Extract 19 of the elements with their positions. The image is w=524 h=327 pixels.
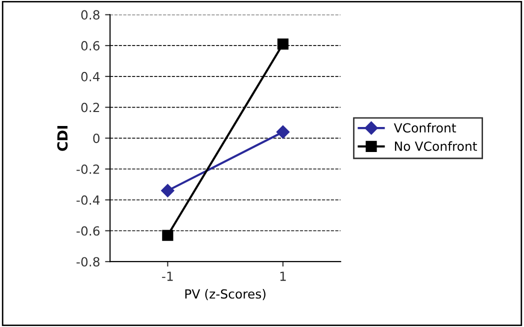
legend-label: No VConfront bbox=[394, 141, 478, 151]
y-tick-label: 0.4 bbox=[81, 72, 100, 82]
y-tick-label: 0 bbox=[93, 134, 100, 144]
y-axis-title: CDI bbox=[57, 126, 68, 151]
point bbox=[162, 230, 174, 241]
x-tick-label: 1 bbox=[280, 272, 286, 281]
point bbox=[277, 38, 289, 50]
point bbox=[161, 184, 174, 198]
legend-label: VConfront bbox=[394, 122, 456, 133]
y-tick-label: -0.6 bbox=[76, 226, 100, 236]
y-tick-label: -0.8 bbox=[76, 257, 100, 267]
y-tick-label: 0.2 bbox=[81, 102, 100, 112]
y-tick-label: -0.2 bbox=[76, 164, 100, 174]
x-axis-title: PV (z-Scores) bbox=[185, 288, 266, 300]
x-tick-label: -1 bbox=[162, 272, 173, 281]
point bbox=[276, 125, 290, 139]
y-tick-label: -0.4 bbox=[76, 195, 100, 205]
y-tick-label: 0.8 bbox=[81, 10, 100, 20]
y-tick-label: 0.6 bbox=[81, 41, 100, 50]
